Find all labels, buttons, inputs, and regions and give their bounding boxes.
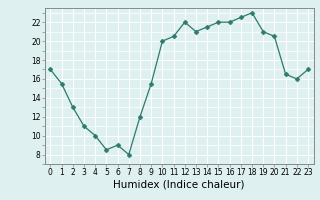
- X-axis label: Humidex (Indice chaleur): Humidex (Indice chaleur): [114, 180, 245, 190]
